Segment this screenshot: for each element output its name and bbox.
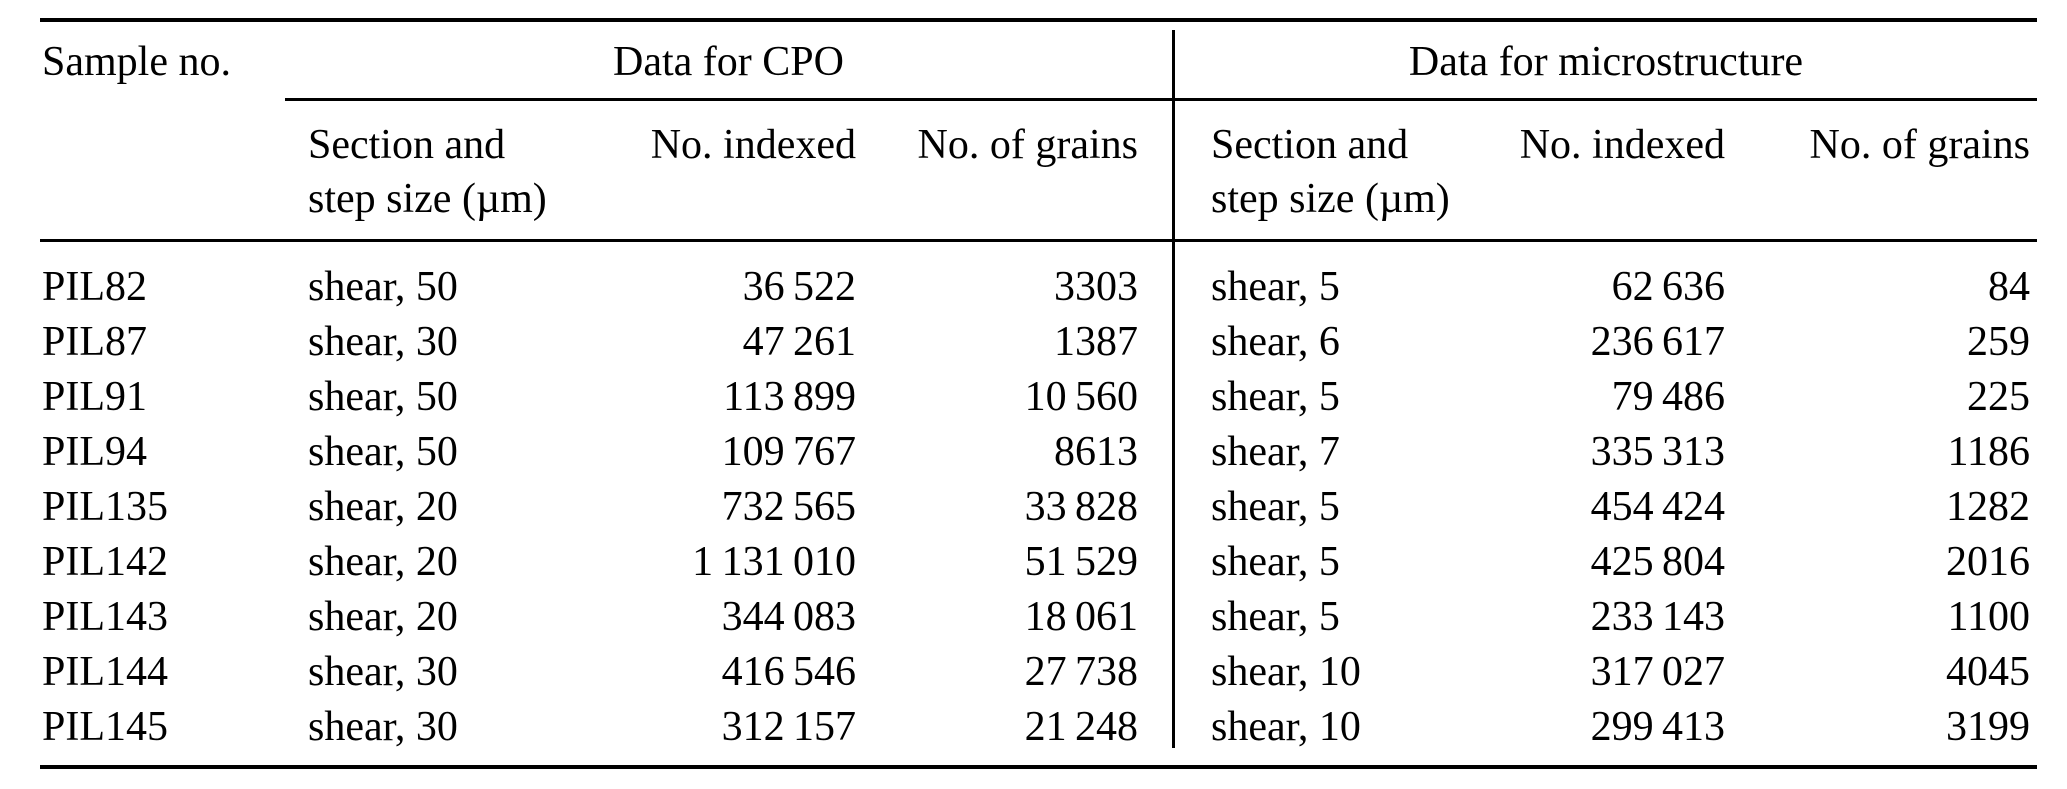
cell-cpo-grains: 21 248 [1024,704,1138,750]
cell-cpo-section: shear, 20 [308,484,458,530]
subheader-micro-section: Section and step size (µm) [1178,118,1490,226]
cell-sample: PIL142 [42,539,168,585]
table-row: PIL145 shear, 30 312 157 21 248 shear, 1… [40,700,2037,755]
cell-micro-section: shear, 5 [1211,484,1340,530]
top-rule [40,18,2037,22]
table-row: PIL82 shear, 50 36 522 3303 shear, 5 62 … [40,260,2037,315]
cell-micro-grains: 3199 [1946,704,2030,750]
cell-cpo-grains: 33 828 [1024,484,1138,530]
cell-cpo-section: shear, 20 [308,539,458,585]
cell-cpo-indexed: 36 522 [742,264,856,310]
bottom-rule [40,765,2037,769]
column-divider [1172,30,1175,748]
cell-sample: PIL143 [42,594,168,640]
table-row: PIL94 shear, 50 109 767 8613 shear, 7 33… [40,425,2037,480]
cell-cpo-section: shear, 50 [308,264,458,310]
table-row: PIL91 shear, 50 113 899 10 560 shear, 5 … [40,370,2037,425]
cell-micro-section: shear, 5 [1211,374,1340,420]
cell-cpo-section: shear, 20 [308,594,458,640]
subheader-cpo-indexed: No. indexed [650,122,856,168]
table-row: PIL144 shear, 30 416 546 27 738 shear, 1… [40,645,2037,700]
cell-micro-indexed: 79 486 [1611,374,1725,420]
cell-micro-grains: 259 [1967,319,2030,365]
cell-micro-grains: 1100 [1947,594,2030,640]
cell-cpo-section: shear, 30 [308,649,458,695]
cell-micro-section: shear, 10 [1211,649,1361,695]
cell-micro-grains: 1282 [1946,484,2030,530]
group-header-microstructure: Data for microstructure [1408,39,1804,85]
cell-micro-grains: 225 [1967,374,2030,420]
cell-cpo-section: shear, 30 [308,319,458,365]
cell-sample: PIL87 [42,319,147,365]
cell-sample: PIL144 [42,649,168,695]
cell-cpo-grains: 10 560 [1024,374,1138,420]
subheader-micro-section-line1: Section and [1211,122,1409,168]
column-header-sample: Sample no. [42,39,231,85]
cell-cpo-indexed: 732 565 [721,484,856,530]
subheader-spacer [40,118,308,226]
cell-cpo-grains: 8613 [1054,429,1138,475]
cell-micro-grains: 84 [1988,264,2030,310]
table-row: PIL87 shear, 30 47 261 1387 shear, 6 236… [40,315,2037,370]
cell-micro-indexed: 236 617 [1590,319,1725,365]
cell-cpo-indexed: 344 083 [721,594,856,640]
subheader-micro-indexed: No. indexed [1519,122,1725,168]
cell-micro-indexed: 233 143 [1590,594,1725,640]
subheader-cpo-section-line2: step size (µm) [308,176,547,222]
cell-sample: PIL91 [42,374,147,420]
table-body: PIL82 shear, 50 36 522 3303 shear, 5 62 … [40,260,2037,755]
cell-micro-indexed: 454 424 [1590,484,1725,530]
cell-micro-section: shear, 5 [1211,264,1340,310]
subheader-row: Section and step size (µm) No. indexed N… [40,118,2037,226]
subheader-cpo-section-line1: Section and [308,122,506,168]
cell-micro-indexed: 317 027 [1590,649,1725,695]
cell-cpo-grains: 3303 [1054,264,1138,310]
table-row: PIL143 shear, 20 344 083 18 061 shear, 5… [40,590,2037,645]
cell-cpo-indexed: 113 899 [723,374,856,420]
cell-micro-indexed: 425 804 [1590,539,1725,585]
cell-micro-indexed: 335 313 [1590,429,1725,475]
cell-micro-grains: 4045 [1946,649,2030,695]
cell-cpo-section: shear, 30 [308,704,458,750]
cell-micro-section: shear, 5 [1211,594,1340,640]
subheader-micro-grains: No. of grains [1809,122,2030,168]
cell-cpo-indexed: 312 157 [721,704,856,750]
subheader-micro-section-line2: step size (µm) [1211,176,1450,222]
cell-micro-section: shear, 6 [1211,319,1340,365]
cell-cpo-grains: 27 738 [1024,649,1138,695]
cell-sample: PIL135 [42,484,168,530]
cell-cpo-grains: 18 061 [1024,594,1138,640]
subheader-cpo-section: Section and step size (µm) [308,118,585,226]
group-header-cpo: Data for CPO [613,39,844,85]
subheader-cpo-grains: No. of grains [917,122,1138,168]
cell-micro-section: shear, 5 [1211,539,1340,585]
cell-cpo-indexed: 416 546 [721,649,856,695]
cell-cpo-indexed: 1 131 010 [692,539,856,585]
table-row: PIL142 shear, 20 1 131 010 51 529 shear,… [40,535,2037,590]
cell-cpo-grains: 1387 [1054,319,1138,365]
header-body-rule [40,239,2037,242]
cell-sample: PIL82 [42,264,147,310]
cell-micro-grains: 2016 [1946,539,2030,585]
cell-cpo-indexed: 109 767 [721,429,856,475]
cell-sample: PIL94 [42,429,147,475]
cell-cpo-indexed: 47 261 [742,319,856,365]
cell-micro-grains: 1186 [1947,429,2030,475]
cell-micro-indexed: 62 636 [1611,264,1725,310]
cell-sample: PIL145 [42,704,168,750]
cell-cpo-section: shear, 50 [308,429,458,475]
table-row: PIL135 shear, 20 732 565 33 828 shear, 5… [40,480,2037,535]
group-header-rule [285,98,2037,101]
cell-micro-section: shear, 10 [1211,704,1361,750]
cell-micro-section: shear, 7 [1211,429,1340,475]
cell-micro-indexed: 299 413 [1590,704,1725,750]
cell-cpo-section: shear, 50 [308,374,458,420]
cell-cpo-grains: 51 529 [1024,539,1138,585]
